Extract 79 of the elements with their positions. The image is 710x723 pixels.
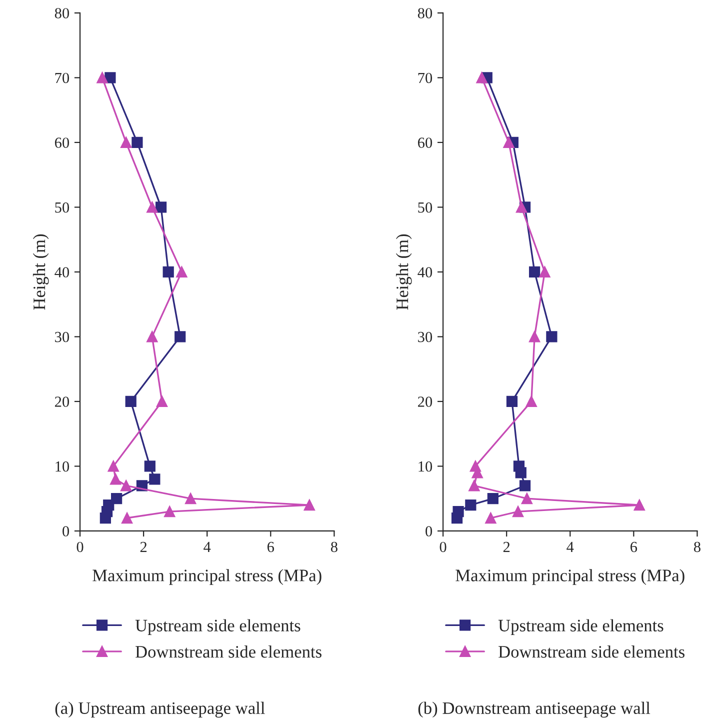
y-tick-label: 10 [56, 461, 70, 472]
point [528, 331, 540, 342]
point [146, 202, 158, 213]
y-tick-label: 30 [418, 332, 432, 342]
point [528, 266, 540, 278]
point [144, 460, 156, 472]
point [121, 512, 133, 524]
point [156, 396, 168, 408]
y-tick-label: 20 [54, 396, 70, 407]
x-tick-label: 8 [330, 542, 338, 552]
y-tick-label: 0 [62, 526, 70, 536]
point [155, 202, 167, 213]
x-tick-label: 2 [503, 542, 510, 552]
y-tick-label: 70 [55, 72, 70, 84]
point [515, 467, 526, 478]
y-axis-title: Height (m) [396, 234, 412, 310]
point [174, 331, 186, 342]
x-axis-title: Maximum principal stress (MPa) [456, 569, 684, 585]
y-tick-label: 80 [418, 8, 432, 18]
y-tick-label: 40 [54, 267, 70, 278]
point [516, 202, 528, 213]
point [176, 266, 188, 278]
point [487, 493, 498, 504]
point [125, 396, 136, 408]
y-tick-label: 60 [418, 138, 432, 148]
point [149, 474, 160, 485]
y-tick-label: 20 [418, 396, 432, 407]
point [506, 396, 518, 408]
point [485, 512, 496, 524]
point [120, 136, 132, 148]
point [132, 136, 143, 148]
text: (a) Upstream antiseepage wall [55, 702, 265, 718]
y-tick-label: 0 [426, 526, 432, 536]
point [100, 512, 111, 524]
x-tick-label: 6 [630, 542, 638, 552]
y-axis-title: Height (m) [32, 234, 49, 310]
point [451, 512, 463, 524]
point [164, 506, 176, 518]
point [110, 474, 122, 485]
text: (b) Downstream antiseepage wall [418, 702, 650, 718]
point [108, 460, 119, 472]
point [521, 493, 532, 504]
y-tick-label: 50 [55, 202, 70, 213]
point [465, 500, 476, 511]
y-tick-label: 40 [418, 267, 432, 278]
y-tick-label: 10 [418, 461, 432, 472]
point [503, 136, 514, 148]
x-tick-label: 4 [566, 542, 574, 552]
point [185, 493, 196, 504]
y-tick-label: 30 [55, 332, 70, 342]
point [526, 396, 537, 408]
legend-label: Upstream side elements [135, 619, 300, 635]
x-tick-label: 6 [267, 542, 274, 552]
point [512, 506, 524, 518]
point [539, 266, 550, 278]
point [146, 331, 158, 342]
legend-label: Upstream side elements [498, 619, 664, 635]
x-tick-label: 0 [440, 542, 446, 552]
point [519, 480, 531, 492]
x-tick-label: 4 [204, 542, 211, 552]
x-tick-label: 2 [140, 542, 147, 552]
y-tick-label: 70 [418, 72, 432, 84]
y-tick-label: 60 [54, 138, 70, 148]
point [468, 480, 480, 492]
point [476, 72, 488, 84]
point [96, 72, 108, 84]
legend-label: Downstream side elements [136, 645, 322, 658]
point [162, 266, 174, 278]
x-axis-title: Maximum principal stress (MPa) [92, 569, 322, 585]
point [104, 72, 116, 84]
point [120, 480, 132, 492]
point [634, 500, 645, 511]
point [546, 331, 558, 342]
y-tick-label: 80 [54, 8, 70, 18]
x-tick-label: 0 [76, 542, 84, 552]
point [304, 500, 315, 511]
x-tick-label: 8 [694, 542, 700, 552]
legend-label: Downstream side elements [498, 645, 684, 658]
y-tick-label: 50 [418, 202, 432, 213]
